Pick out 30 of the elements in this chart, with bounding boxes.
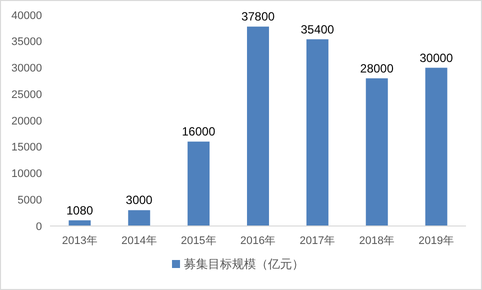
bar: [188, 142, 210, 226]
y-tick-label: 25000: [11, 88, 42, 101]
y-tick-label: 15000: [11, 142, 42, 154]
data-label: 3000: [126, 193, 153, 208]
x-tick-label: 2014年: [121, 235, 157, 247]
y-tick-label: 0: [36, 220, 42, 233]
x-tick-label: 2019年: [418, 235, 454, 247]
legend-label: 募集目标规模（亿元）: [184, 257, 304, 272]
bar: [366, 78, 388, 226]
data-label: 35400: [300, 22, 334, 36]
bar: [425, 68, 448, 226]
data-label: 28000: [360, 61, 394, 76]
bar: [128, 210, 150, 226]
x-tick-label: 2015年: [180, 235, 216, 247]
data-label: 1080: [66, 203, 94, 218]
y-tick-label: 20000: [11, 115, 42, 128]
data-label: 37800: [241, 10, 276, 24]
y-tick-label: 30000: [11, 62, 42, 75]
y-tick-label: 40000: [11, 10, 42, 22]
bar: [247, 26, 269, 226]
y-tick-label: 10000: [11, 168, 42, 180]
y-tick-label: 5000: [18, 194, 42, 206]
x-tick-label: 2018年: [359, 235, 395, 247]
y-tick-label: 35000: [11, 36, 42, 48]
data-label: 16000: [182, 124, 216, 139]
bar: [306, 39, 328, 226]
x-tick-label: 2016年: [240, 235, 276, 247]
x-tick-label: 2017年: [300, 235, 336, 247]
x-tick-label: 2013年: [62, 235, 98, 247]
data-label: 30000: [420, 50, 454, 65]
